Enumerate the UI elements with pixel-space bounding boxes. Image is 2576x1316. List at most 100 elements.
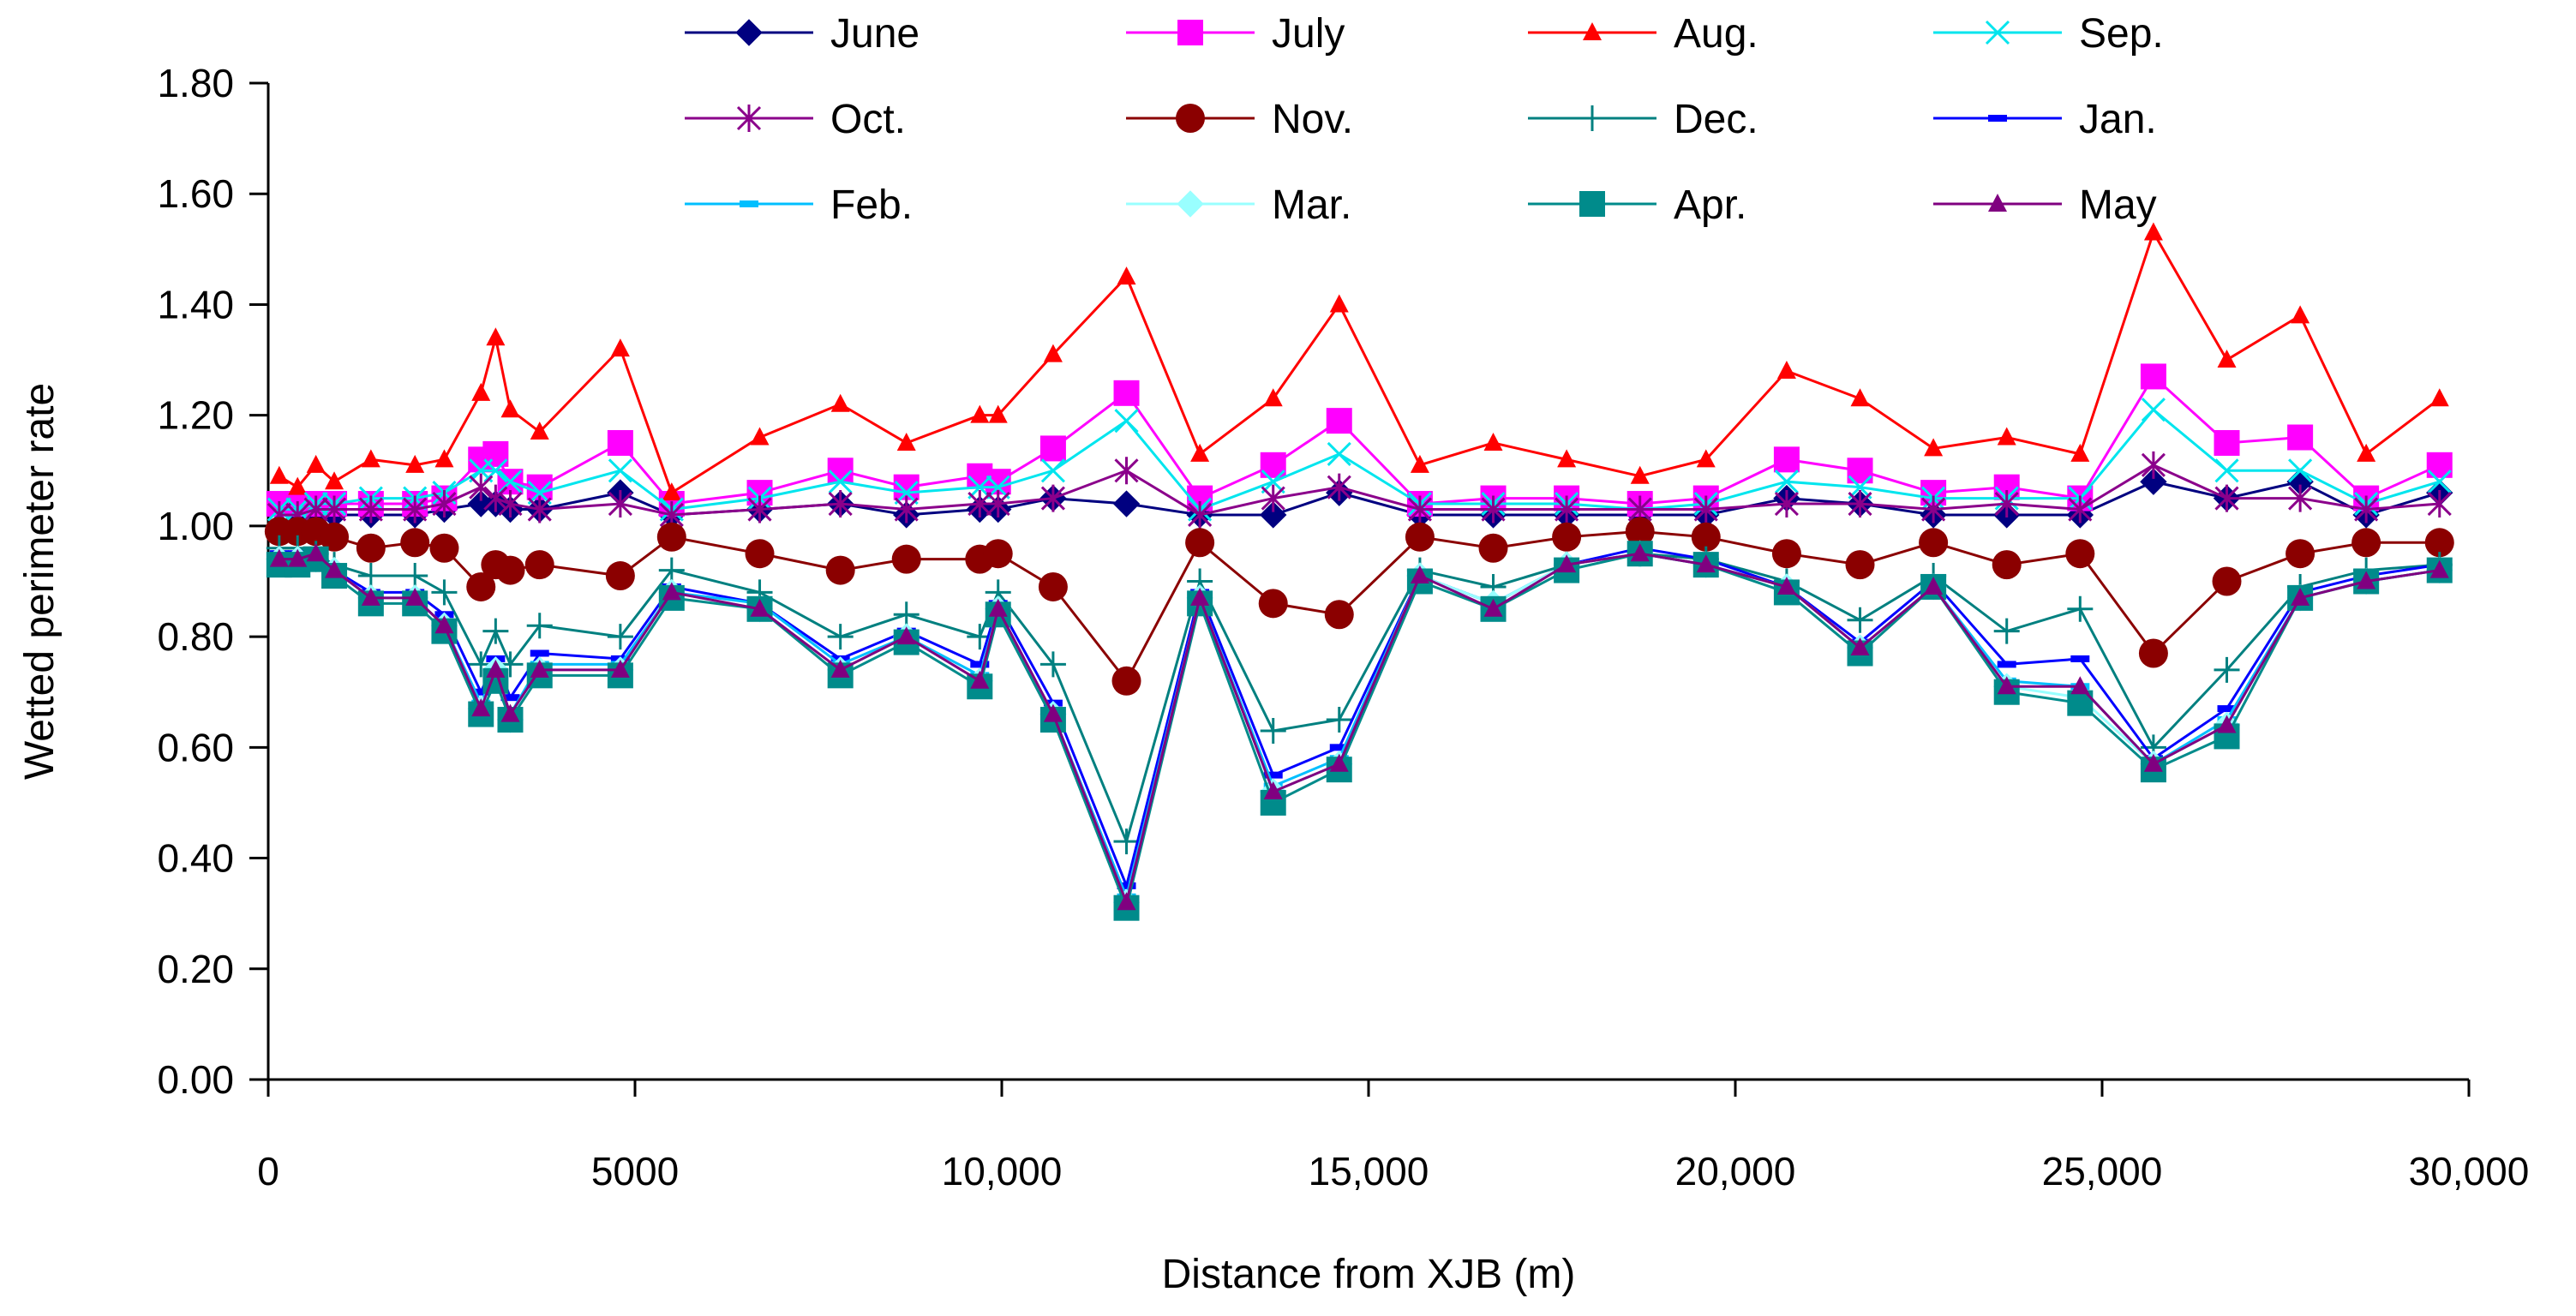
data-point: [471, 698, 491, 717]
data-point: [1696, 554, 1716, 573]
data-point: [610, 338, 630, 357]
data-point: [1919, 528, 1949, 558]
data-point: [1557, 449, 1577, 468]
data-point: [830, 393, 850, 412]
data-point: [361, 587, 380, 606]
data-point: [1773, 446, 1800, 473]
data-point: [1693, 495, 1718, 523]
data-point: [2065, 539, 2095, 569]
data-point: [527, 495, 552, 523]
data-point: [607, 624, 633, 650]
data-point: [2357, 571, 2376, 589]
data-point: [1691, 522, 1721, 552]
data-point: [662, 582, 681, 601]
data-point: [2143, 753, 2163, 772]
data-point: [1478, 533, 1508, 563]
data-point: [1327, 473, 1351, 501]
data-point: [1185, 528, 1215, 558]
data-point: [1776, 360, 1796, 379]
data-point: [605, 561, 635, 591]
legend-swatch-marker: [1988, 194, 2007, 212]
series-mar: [266, 540, 2453, 916]
legend-item: Aug.: [1528, 11, 1758, 57]
data-point: [896, 432, 916, 451]
legend-item: May: [1933, 182, 2157, 228]
data-point: [1112, 490, 1141, 517]
data-point: [827, 624, 854, 650]
data-point: [1924, 438, 1944, 457]
data-point: [1113, 828, 1140, 855]
data-point: [325, 559, 344, 578]
data-point: [745, 539, 775, 569]
data-point: [1190, 443, 1210, 462]
x-tick-label: 15,000: [1309, 1149, 1429, 1193]
data-point: [1113, 380, 1140, 406]
data-point: [2140, 363, 2166, 390]
data-point: [483, 458, 508, 483]
data-point: [827, 458, 854, 484]
data-point: [1847, 607, 1873, 633]
data-point: [1038, 571, 1068, 601]
data-point: [828, 490, 853, 518]
data-point: [1324, 600, 1354, 630]
data-point: [1188, 500, 1213, 529]
data-point: [469, 473, 494, 501]
data-point: [1117, 266, 1136, 285]
series-june: [266, 468, 2453, 540]
legend-swatch-marker: [1583, 22, 1602, 40]
data-point: [988, 404, 1008, 423]
legend-label: July: [1272, 11, 1345, 57]
data-point: [486, 659, 506, 678]
series-line: [279, 229, 2441, 495]
data-point: [1481, 495, 1506, 523]
data-point: [2288, 484, 2313, 512]
data-point: [2070, 676, 2090, 695]
data-point: [2429, 559, 2449, 578]
data-point: [1696, 449, 1716, 468]
data-point: [403, 495, 428, 523]
data-point: [2070, 443, 2090, 462]
series-may: [269, 543, 2449, 911]
legend-label: Apr.: [1674, 182, 1746, 228]
y-tick-label: 1.80: [157, 61, 234, 105]
data-point: [2217, 350, 2237, 368]
data-point: [2427, 490, 2452, 518]
legend-swatch-marker: [1985, 20, 2010, 45]
data-point: [656, 522, 686, 552]
data-point: [1329, 294, 1349, 313]
data-point: [1630, 543, 1650, 562]
legend-item: Apr.: [1528, 182, 1746, 228]
legend-label: Sep.: [2079, 11, 2164, 57]
data-point: [471, 688, 491, 696]
y-tick-label: 0.00: [157, 1057, 234, 1102]
data-point: [894, 495, 919, 523]
data-point: [1114, 457, 1139, 485]
legend-label: June: [830, 11, 920, 57]
data-point: [530, 422, 549, 440]
series-line: [279, 552, 2440, 912]
data-point: [2143, 222, 2163, 241]
data-point: [2140, 468, 2167, 495]
data-point: [1040, 484, 1065, 512]
data-point: [1111, 666, 1141, 696]
data-point: [434, 449, 454, 468]
data-point: [524, 550, 554, 580]
data-point: [2067, 595, 2094, 622]
data-point: [1405, 522, 1435, 552]
data-point: [1260, 717, 1286, 744]
x-tick-label: 20,000: [1675, 1149, 1796, 1193]
data-point: [405, 454, 425, 473]
data-point: [2288, 458, 2313, 483]
data-point: [1924, 576, 1944, 595]
data-point: [608, 458, 632, 483]
data-point: [2068, 495, 2093, 523]
data-point: [830, 659, 850, 678]
data-point: [432, 490, 457, 518]
legend-label: Mar.: [1272, 182, 1351, 228]
x-tick-label: 30,000: [2409, 1149, 2530, 1193]
y-tick-label: 1.00: [157, 504, 234, 548]
data-point: [893, 601, 920, 628]
data-point: [306, 543, 326, 562]
data-point: [1263, 388, 1283, 407]
data-point: [482, 618, 509, 644]
